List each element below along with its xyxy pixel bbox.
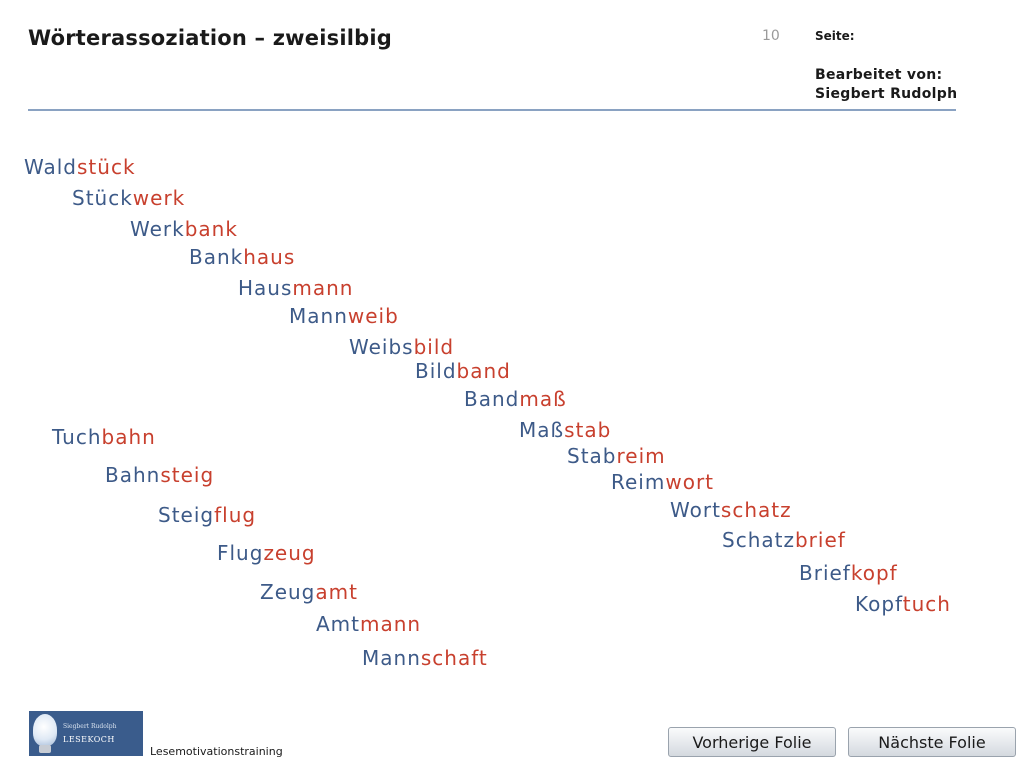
word-20: Flugzeug xyxy=(217,541,316,565)
lightbulb-base xyxy=(39,745,51,753)
word-14: Schatzbrief xyxy=(722,528,846,552)
next-slide-button[interactable]: Nächste Folie xyxy=(848,727,1016,757)
word-3: Werkbank xyxy=(130,217,238,241)
word-6: Mannweib xyxy=(289,304,399,328)
word-12: Reimwort xyxy=(611,470,715,494)
previous-slide-button[interactable]: Vorherige Folie xyxy=(668,727,836,757)
edited-by-label: Bearbeitet von: xyxy=(815,67,943,83)
word-1: Waldstück xyxy=(24,155,136,179)
word-2: Stückwerk xyxy=(72,186,186,210)
page-label: Seite: xyxy=(815,29,855,43)
word-10: Maßstab xyxy=(519,418,612,442)
logo-author: Siegbert Rudolph xyxy=(63,723,117,730)
lightbulb-icon xyxy=(33,714,57,746)
slide-title: Wörterassoziation – zweisilbig xyxy=(28,26,392,50)
page-number: 10 xyxy=(762,28,780,44)
word-8: Bildband xyxy=(415,359,511,383)
author-name: Siegbert Rudolph xyxy=(815,86,958,102)
logo-brand: LESEKOCH xyxy=(63,735,115,744)
word-11: Stabreim xyxy=(567,444,666,468)
word-17: Tuchbahn xyxy=(52,425,156,449)
header-divider xyxy=(28,109,956,111)
word-13: Wortschatz xyxy=(670,498,792,522)
footer-label: Lesemotivationstraining xyxy=(150,745,283,758)
editor-info: Bearbeitet von: Siegbert Rudolph xyxy=(815,66,957,104)
word-4: Bankhaus xyxy=(189,245,296,269)
lesekoch-logo: Siegbert Rudolph LESEKOCH xyxy=(29,711,143,756)
word-23: Mannschaft xyxy=(362,646,488,670)
word-16: Kopftuch xyxy=(855,592,951,616)
word-7: Weibsbild xyxy=(349,335,455,359)
word-18: Bahnsteig xyxy=(105,463,215,487)
word-22: Amtmann xyxy=(316,612,422,636)
word-21: Zeugamt xyxy=(260,580,358,604)
word-19: Steigflug xyxy=(158,503,257,527)
word-15: Briefkopf xyxy=(799,561,898,585)
word-5: Hausmann xyxy=(238,276,354,300)
word-9: Bandmaß xyxy=(464,387,567,411)
